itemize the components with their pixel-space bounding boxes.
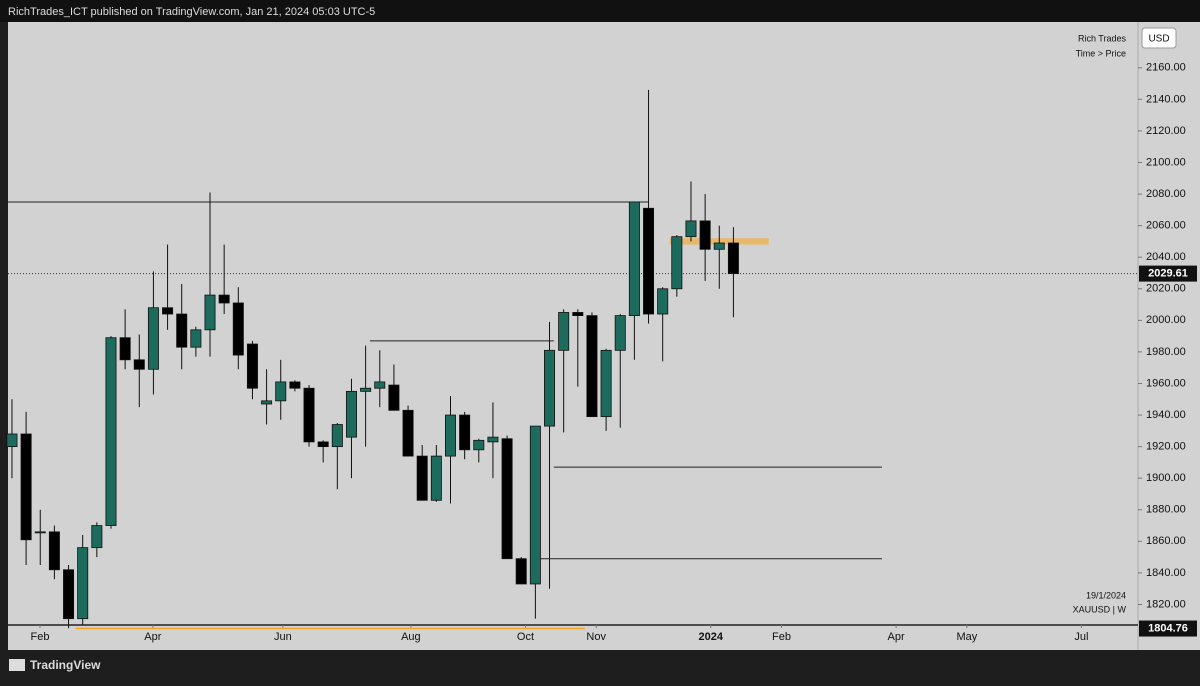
candle-body [713,242,725,250]
candle-body [473,439,485,451]
candle-body [445,414,456,457]
candle-body [317,441,329,448]
y-tick-label: 2140.00 [1146,93,1186,105]
candle-body [232,302,244,356]
y-tick-label: 1980.00 [1146,346,1186,358]
footer-brand: TradingView [30,658,101,672]
price-tag [1139,620,1197,637]
header-bar [0,0,1200,22]
candle-body [388,384,400,411]
x-tick-label: Feb [30,631,49,643]
candle-body [374,381,386,389]
y-tick-label: 2060.00 [1146,220,1186,232]
brand-logo [9,659,25,671]
currency[interactable]: USD [1148,34,1169,45]
x-tick-label: Nov [586,631,606,643]
candle-body [91,525,103,549]
candle-body [671,236,683,290]
price-tag [1139,265,1197,282]
candle-body [331,424,343,448]
candle-body [628,201,640,317]
candle-body [586,315,598,418]
header-text: RichTrades_ICT published on TradingView.… [8,6,375,18]
x-tick-label: Aug [401,631,421,643]
currency-button[interactable] [1141,27,1177,49]
candle-body [699,220,711,250]
price-tag-label: 2029.61 [1148,268,1188,280]
candle-body [63,569,75,620]
candle-body [303,387,315,443]
candle-body [529,425,541,585]
candle-body [147,307,159,370]
candle-body [515,558,527,585]
date-label: 19/1/2024 [1086,590,1126,600]
x-tick-label: Apr [888,631,905,643]
candle-body [558,312,570,351]
y-tick-label: 1860.00 [1146,535,1186,547]
candle-body [190,329,202,348]
candle-body [218,294,230,304]
y-tick-label: 2160.00 [1146,62,1186,74]
candle-body [20,433,32,541]
x-tick-label: Oct [517,631,534,643]
candle-body [289,381,301,389]
candle-body [501,438,513,560]
y-tick-label: 1840.00 [1146,567,1186,579]
candle-body [614,315,626,351]
y-tick-label: 1920.00 [1146,441,1186,453]
candle-body [261,400,273,405]
y-tick-label: 1880.00 [1146,504,1186,516]
candle-body [459,414,471,451]
candle-body [246,343,258,389]
candle-body [6,433,18,448]
candle-body [360,387,372,392]
symbol-label: XAUUSD | W [1073,604,1127,614]
y-tick-label: 2100.00 [1146,156,1186,168]
price-tag-label: 1804.76 [1148,622,1188,634]
candle-body [77,547,89,620]
x-tick-label: May [956,631,977,643]
x-tick-label: Jul [1074,631,1088,643]
candle-body [162,307,174,315]
candle-body [643,207,655,315]
plot-bg [8,22,1200,650]
candle-body [657,288,669,315]
candle-body [204,294,216,331]
candle-body [275,381,287,402]
candle-body [685,220,697,238]
y-tick-label: 2080.00 [1146,188,1186,200]
y-tick-label: 2040.00 [1146,251,1186,263]
candle-body [133,359,145,370]
candle-body [119,337,131,361]
y-tick-label: 2000.00 [1146,314,1186,326]
candle-body [600,349,612,418]
candle-body [34,531,46,534]
candle-body [345,390,357,438]
candle-body [727,242,739,275]
candle-body [487,436,499,443]
x-tick-label: Apr [144,631,161,643]
candle-body [402,409,414,457]
y-tick-label: 2020.00 [1146,283,1186,295]
y-tick-label: 1900.00 [1146,472,1186,484]
x-tick-label: 2024 [699,631,724,643]
author-label: Rich Trades [1078,33,1127,43]
x-tick-label: Jun [274,631,292,643]
candle-body [176,313,188,348]
candle-body [416,455,428,501]
subtitle: Time > Price [1076,48,1126,58]
y-tick-label: 2120.00 [1146,125,1186,137]
y-tick-label: 1940.00 [1146,409,1186,421]
candle-body [105,337,117,526]
x-tick-label: Feb [772,631,791,643]
y-tick-label: 1960.00 [1146,377,1186,389]
candle-body [430,455,442,501]
candle-body [572,312,584,317]
y-tick-label: 1820.00 [1146,598,1186,610]
candle-body [48,531,60,571]
candle-body [544,349,556,427]
